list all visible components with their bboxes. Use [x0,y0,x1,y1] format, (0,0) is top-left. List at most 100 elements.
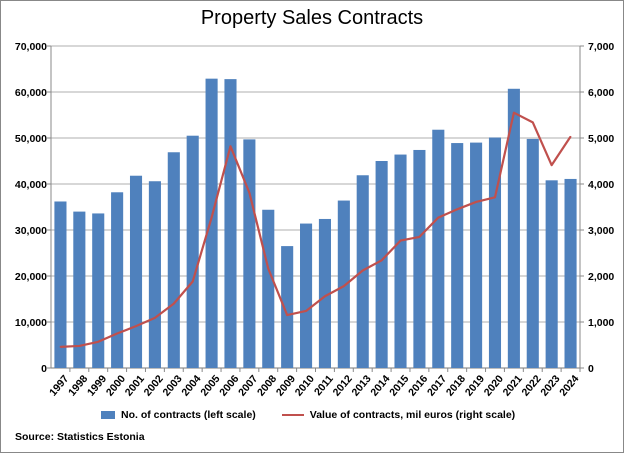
value-point-2014 [380,259,383,262]
x-tick-label: 2007 [236,373,260,399]
bar-2023 [545,180,558,368]
value-point-2018 [456,208,458,211]
x-tick-label: 2014 [368,373,392,399]
legend: No. of contracts (left scale) Value of c… [101,409,515,421]
legend-swatch-line [281,414,304,416]
x-tick-label: 2022 [519,373,543,399]
left-tick-label: 20,000 [15,271,47,283]
right-tick-label: 4,000 [588,179,614,191]
value-point-2001 [135,325,137,327]
x-tick-label: 2018 [444,373,468,399]
bar-2001 [129,175,143,368]
value-point-2021 [513,111,515,114]
x-tick-label: 2009 [274,373,298,399]
bar-2000 [111,192,124,368]
left-tick-label: 10,000 [15,317,47,329]
x-tick-label: 2001 [123,373,147,399]
legend-swatch-bar [101,411,115,419]
value-point-2006 [229,145,232,148]
bar-2022 [526,138,539,368]
bar-2024 [564,178,577,368]
bar-1998 [73,211,86,368]
value-point-2000 [116,332,118,335]
bar-2020 [488,137,502,368]
value-point-2024 [569,135,572,138]
bar-2008 [262,209,275,368]
left-tick-label: 70,000 [15,41,47,53]
value-point-2023 [550,164,553,166]
left-tick-label: 60,000 [15,87,47,99]
x-tick-label: 2019 [463,373,487,399]
right-tick-label: 5,000 [588,133,614,145]
x-tick-label: 1997 [47,373,71,399]
x-tick-label: 2020 [482,373,506,399]
value-point-1997 [59,346,62,348]
x-tick-label: 2015 [387,373,411,399]
x-tick-label: 2000 [104,373,128,399]
bar-1999 [92,213,105,368]
bar-2005 [205,78,218,368]
value-point-1998 [78,345,81,347]
value-point-2022 [531,121,534,124]
value-point-2002 [154,317,156,319]
legend-label-value: Value of contracts, mil euros (right sca… [309,409,516,421]
x-tick-label: 1998 [66,373,90,399]
bar-2010 [300,223,313,368]
x-tick-label: 2012 [331,373,355,399]
x-tick-label: 2002 [142,373,166,399]
x-tick-label: 2004 [179,373,203,399]
value-point-2007 [248,191,251,194]
x-tick-label: 2005 [198,373,222,399]
chart-title: Property Sales Contracts [200,7,424,29]
x-tick-label: 2006 [217,373,241,399]
left-tick-label: 30,000 [15,225,47,237]
legend-item-value: Value of contracts, mil euros (right sca… [281,409,516,421]
left-tick-label: 50,000 [15,133,47,145]
bar-2014 [375,161,388,368]
bar-2015 [394,154,407,368]
right-tick-label: 7,000 [588,41,614,53]
value-point-2020 [494,196,496,199]
value-point-2017 [437,216,440,219]
value-point-2013 [361,269,364,272]
bar-2018 [451,143,464,368]
value-point-2015 [399,239,402,242]
x-tick-label: 2024 [557,373,581,399]
bar-2021 [507,88,520,368]
bar-2004 [186,135,199,368]
left-tick-label: 40,000 [15,179,47,191]
legend-label-contracts: No. of contracts (left scale) [121,409,256,421]
bar-1997 [54,201,67,368]
value-point-2011 [324,295,326,298]
bar-2017 [432,129,445,368]
left-tick-label: 0 [41,363,47,375]
bar-2019 [470,142,483,368]
bar-2009 [281,246,294,368]
x-tick-label: 2017 [425,373,449,399]
value-point-2009 [286,314,288,316]
x-tick-label: 2010 [293,373,317,399]
x-tick-label: 1999 [85,373,109,399]
bar-2003 [167,152,180,368]
x-tick-label: 2023 [538,373,562,399]
value-point-1999 [97,340,100,343]
value-point-2003 [173,302,175,305]
right-tick-label: 2,000 [588,271,614,283]
source-note: Source: Statistics Estonia [15,431,145,443]
x-tick-label: 2016 [406,373,430,399]
x-tick-label: 2003 [161,373,185,399]
bar-2006 [224,79,237,369]
x-tick-label: 2011 [312,373,336,398]
right-tick-label: 6,000 [588,87,614,99]
value-point-2005 [210,216,213,219]
right-tick-label: 0 [588,363,594,375]
value-point-2012 [343,285,345,287]
x-tick-label: 2021 [501,373,525,399]
x-tick-label: 2008 [255,373,279,399]
value-point-2010 [305,310,307,312]
value-line [60,111,572,348]
bar-2002 [148,181,161,368]
value-point-2016 [418,236,421,238]
